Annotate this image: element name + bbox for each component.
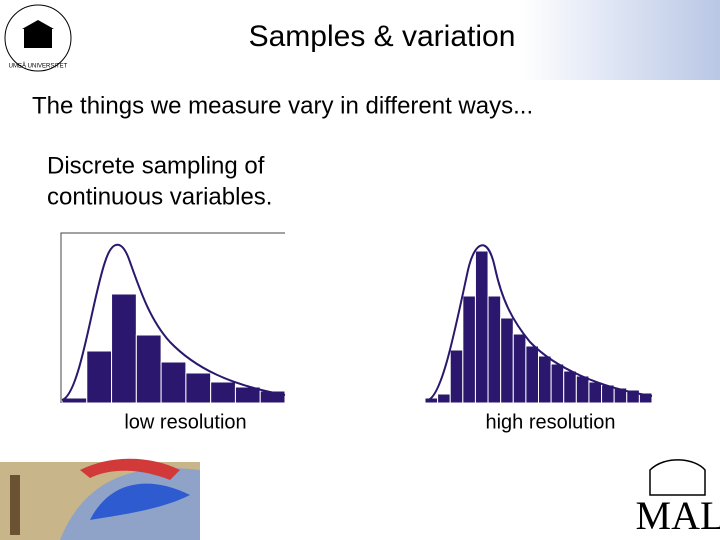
logo-text: UMEÅ UNIVERSITET <box>9 63 68 70</box>
histogram-bar <box>575 375 590 404</box>
histogram-bar <box>111 293 137 404</box>
histogram-bar <box>525 345 540 404</box>
histogram-bar <box>449 349 464 404</box>
charts: low resolution high resolution <box>60 232 653 433</box>
histogram-bar <box>135 334 162 404</box>
histogram-bar <box>538 355 552 404</box>
histogram-bar <box>638 392 653 404</box>
histogram-bar <box>160 361 187 404</box>
density-curve <box>61 243 286 401</box>
histogram-bar <box>185 372 212 404</box>
bottom-left-image <box>0 458 200 540</box>
histogram-bar <box>474 250 489 404</box>
histogram-bar <box>588 381 603 404</box>
plot-frame <box>60 232 285 403</box>
histogram-bar <box>462 295 476 404</box>
histogram-bar <box>210 381 236 404</box>
x-axis-label: low resolution <box>124 411 246 433</box>
histogram-bar <box>487 295 502 404</box>
histogram-bar <box>512 333 527 404</box>
histogram-bar <box>86 350 113 404</box>
corner-logo: MAL <box>636 459 720 538</box>
slide-title: Samples & variation <box>249 20 516 53</box>
histogram-bar <box>437 393 451 404</box>
histogram-bar <box>550 363 565 404</box>
histogram-bar <box>500 317 514 404</box>
histogram-bar <box>563 370 577 404</box>
corner-logo-text: MAL <box>636 493 720 538</box>
bullet: The things we measure vary in different … <box>32 92 533 119</box>
university-logo: UMEÅ UNIVERSITET <box>4 4 72 72</box>
density-curve <box>427 244 653 401</box>
x-axis-label: high resolution <box>485 411 615 433</box>
sub-bullet: continuous variables. <box>47 183 272 210</box>
sub-bullet: Discrete sampling of <box>47 152 265 179</box>
header-band <box>520 0 720 80</box>
